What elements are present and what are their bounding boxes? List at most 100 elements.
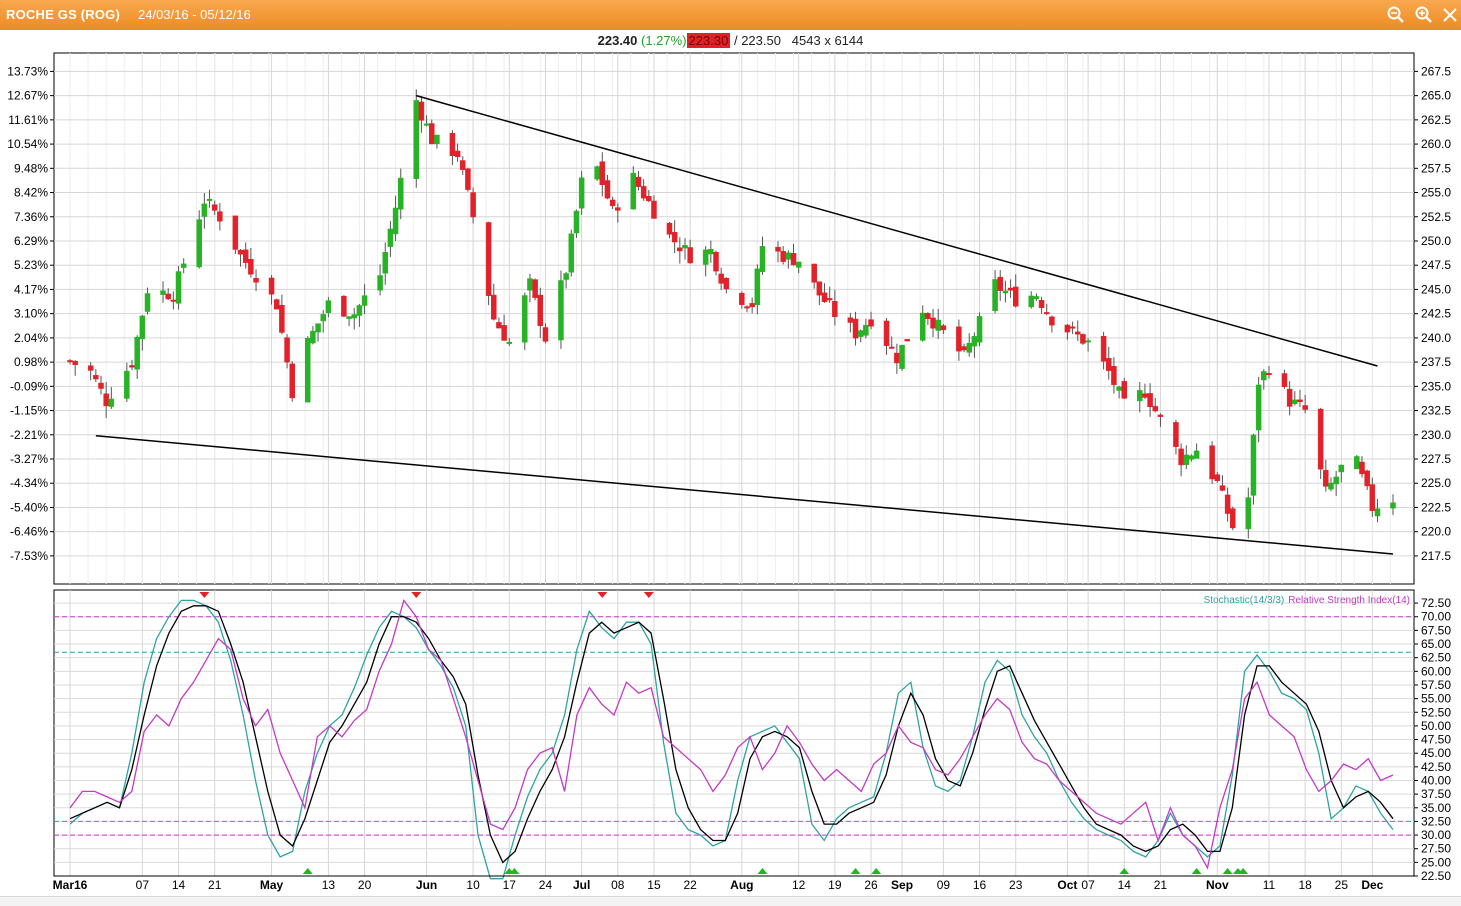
price-axis-label: 250.0 xyxy=(1421,234,1451,248)
candle-down xyxy=(289,363,295,399)
candle-down xyxy=(98,382,104,389)
candle-up xyxy=(377,275,383,291)
candle-down xyxy=(1106,358,1112,371)
x-tick-label: 14 xyxy=(1118,878,1132,892)
x-tick-label: Oct xyxy=(1057,878,1077,892)
candle-down xyxy=(790,253,797,266)
percent-axis-label: -2.21% xyxy=(10,428,48,442)
candle-down xyxy=(739,292,745,305)
candle-up xyxy=(1374,508,1381,517)
candle-down xyxy=(103,393,109,407)
candle-down xyxy=(537,294,544,327)
window-title-bar: ROCHE GS (ROG) 24/03/16 - 05/12/16 xyxy=(0,0,1461,30)
candle-down xyxy=(1075,331,1081,335)
candle-down xyxy=(904,339,910,342)
percent-axis-label: -0.09% xyxy=(10,379,48,393)
series-stoch_k xyxy=(69,599,1394,880)
date-range: 24/03/16 - 05/12/16 xyxy=(138,7,251,22)
candle-up xyxy=(108,398,115,407)
price-axis-label: 257.5 xyxy=(1421,161,1451,175)
candle-down xyxy=(832,301,838,317)
buy-signal-marker xyxy=(871,868,882,874)
candle-down xyxy=(811,263,817,283)
candle-down xyxy=(1012,286,1019,307)
percent-axis-label: -7.53% xyxy=(10,549,48,563)
candle-up xyxy=(356,305,363,316)
price-panel[interactable]: 267.5 13.73% 265.0 12.67% 262.5 11.61% 260.0 10… xyxy=(7,52,1451,585)
candle-down xyxy=(821,292,828,303)
zoom-out-icon[interactable] xyxy=(1386,5,1406,25)
price-axis-label: 225.0 xyxy=(1421,476,1451,490)
candle-down xyxy=(1121,381,1128,399)
x-tick-label: 16 xyxy=(973,878,987,892)
candle-up xyxy=(578,177,585,209)
price-axis-label: 237.5 xyxy=(1421,355,1451,369)
candle-down xyxy=(646,196,652,202)
candle-up xyxy=(1085,340,1091,343)
x-tick-label: Nov xyxy=(1206,878,1229,892)
candle-up xyxy=(206,198,213,201)
candle-up xyxy=(1390,502,1396,509)
osc-axis-label: 70.00 xyxy=(1421,610,1451,624)
osc-axis-label: 62.50 xyxy=(1421,651,1451,665)
candle-down xyxy=(449,132,456,157)
candle-down xyxy=(713,251,719,272)
osc-axis-label: 30.00 xyxy=(1421,828,1451,842)
candle-down xyxy=(129,365,135,368)
candle-down xyxy=(465,168,471,190)
percent-axis-label: 13.73% xyxy=(7,64,48,78)
osc-axis-label: 67.50 xyxy=(1421,623,1451,637)
price-axis-label: 222.5 xyxy=(1421,500,1451,514)
candle-up xyxy=(180,263,187,268)
candle-up xyxy=(568,233,575,273)
osc-axis-label: 57.50 xyxy=(1421,678,1451,692)
candle-down xyxy=(242,249,249,263)
zoom-in-icon[interactable] xyxy=(1414,5,1434,25)
price-axis-label: 242.5 xyxy=(1421,307,1451,321)
candle-up xyxy=(863,324,869,336)
candle-down xyxy=(93,375,99,380)
candle-down xyxy=(341,295,347,317)
candle-up xyxy=(310,330,316,344)
x-tick-label: Aug xyxy=(730,878,753,892)
candle-down xyxy=(816,281,823,296)
price-axis-label: 252.5 xyxy=(1421,210,1451,224)
x-tick-label: 18 xyxy=(1298,878,1312,892)
candle-down xyxy=(718,273,724,284)
candle-down xyxy=(1100,336,1107,362)
candle-down xyxy=(165,293,171,300)
candle-up xyxy=(1261,371,1267,381)
x-tick-label: 10 xyxy=(466,878,480,892)
price-axis-label: 255.0 xyxy=(1421,186,1451,200)
percent-axis-label: -4.34% xyxy=(10,476,48,490)
buy-signal-marker xyxy=(302,868,313,874)
candle-up xyxy=(346,316,352,319)
legend-rsi: Relative Strength Index(14) xyxy=(1288,595,1410,606)
candle-down xyxy=(956,326,962,352)
osc-axis-label: 40.00 xyxy=(1421,773,1451,787)
percent-axis-label: 5.23% xyxy=(14,258,48,272)
ask-price: 223.50 xyxy=(741,33,781,48)
candle-down xyxy=(248,258,254,275)
candle-down xyxy=(1157,414,1164,417)
buy-signal-marker xyxy=(850,868,861,874)
candle-up xyxy=(139,315,146,340)
candle-up xyxy=(1188,455,1195,460)
x-tick-label: 19 xyxy=(828,878,842,892)
candle-down xyxy=(868,319,874,327)
oscillator-panel[interactable]: 72.5070.0067.5065.0062.5060.0057.5055.00… xyxy=(53,589,1451,883)
candle-up xyxy=(1137,390,1143,402)
candle-down xyxy=(418,101,425,121)
candle-down xyxy=(961,346,967,351)
candle-down xyxy=(925,313,931,319)
x-tick-label: 08 xyxy=(611,878,625,892)
close-icon[interactable] xyxy=(1440,5,1460,25)
price-axis-label: 247.5 xyxy=(1421,258,1451,272)
candle-down xyxy=(1173,422,1179,447)
candle-down xyxy=(671,232,678,243)
candle-down xyxy=(1038,300,1045,309)
candle-up xyxy=(351,314,357,319)
price-axis-label: 220.0 xyxy=(1421,525,1451,539)
percent-axis-label: -1.15% xyxy=(10,404,48,418)
